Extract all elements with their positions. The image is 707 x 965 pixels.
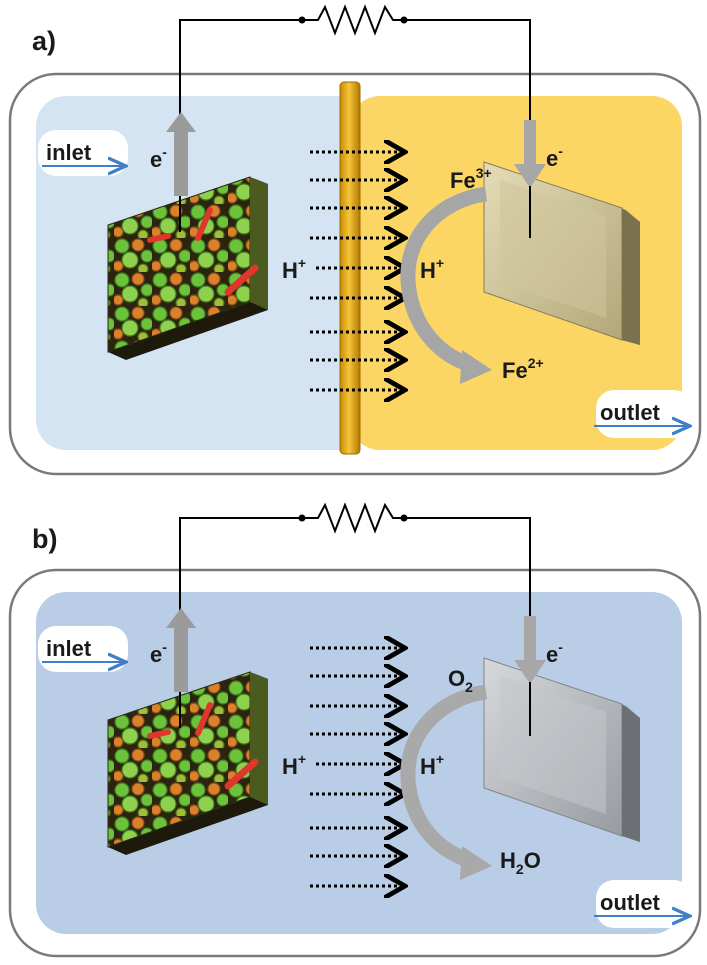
cathode-plate-icon xyxy=(483,657,640,842)
svg-text:H+: H+ xyxy=(420,255,444,283)
cathode-electron-label-b: e xyxy=(546,642,558,667)
product-charge-a: 2+ xyxy=(528,355,544,371)
reaction-arrow-a xyxy=(400,186,488,372)
electron-up-arrow-b xyxy=(166,608,196,692)
proton-right-charge-a: + xyxy=(436,255,444,271)
oxidant-subscript-b: 2 xyxy=(465,679,473,695)
svg-text:Fe3+: Fe3+ xyxy=(450,165,492,193)
inlet-b: inlet xyxy=(38,626,128,672)
svg-text:H+: H+ xyxy=(282,751,306,779)
cathode-electron-label-a: e xyxy=(546,146,558,171)
svg-text:H+: H+ xyxy=(282,255,306,283)
resistor-icon xyxy=(302,502,404,534)
panel-b: b) xyxy=(8,502,702,958)
oxidant-label-a: Fe xyxy=(450,168,476,193)
panel-a: a) xyxy=(8,4,702,476)
inlet-label-a: inlet xyxy=(46,140,92,165)
svg-text:e-: e- xyxy=(546,143,563,171)
resistor-icon xyxy=(302,4,404,36)
proton-left-label-b: H xyxy=(282,754,298,779)
outlet-a: outlet xyxy=(594,390,692,438)
svg-text:e-: e- xyxy=(150,144,167,172)
cathode-electron-charge-a: - xyxy=(558,143,563,159)
electron-down-arrow-b xyxy=(514,616,546,684)
oxidant-charge-a: 3+ xyxy=(476,165,492,181)
svg-text:e-: e- xyxy=(546,639,563,667)
proton-left-label-a: H xyxy=(282,258,298,283)
electron-up-arrow-a xyxy=(166,112,196,196)
svg-text:H+: H+ xyxy=(420,751,444,779)
biofilm-anode-icon xyxy=(107,671,268,855)
reaction-arrow-b xyxy=(400,684,488,868)
proton-left-charge-b: + xyxy=(298,751,306,767)
cathode-electron-charge-b: - xyxy=(558,639,563,655)
svg-text:Fe2+: Fe2+ xyxy=(502,355,544,383)
proton-right-charge-b: + xyxy=(436,751,444,767)
product-h-label-b: H xyxy=(500,848,516,873)
panel-label-a: a) xyxy=(32,26,56,56)
proton-right-label-a: H xyxy=(420,258,436,283)
svg-text:H2O: H2O xyxy=(500,848,541,877)
outlet-label-b: outlet xyxy=(600,890,661,915)
panel-label-b: b) xyxy=(32,524,57,554)
biofilm-anode-icon xyxy=(107,176,268,360)
inlet-label-b: inlet xyxy=(46,636,92,661)
product-o-label-b: O xyxy=(524,848,541,873)
anode-electron-label-b: e xyxy=(150,642,162,667)
cathode-plate-icon xyxy=(483,161,640,345)
svg-text:e-: e- xyxy=(150,639,167,667)
outlet-b: outlet xyxy=(594,880,692,928)
proton-left-charge-a: + xyxy=(298,255,306,271)
proton-arrows-b xyxy=(310,648,402,886)
product-label-a: Fe xyxy=(502,358,528,383)
product-subscript-b: 2 xyxy=(516,861,524,877)
proton-arrows-a xyxy=(310,152,402,390)
electron-charge-a: - xyxy=(162,144,167,160)
electron-down-arrow-a xyxy=(514,120,546,188)
inlet-a: inlet xyxy=(38,130,128,176)
outlet-label-a: outlet xyxy=(600,400,661,425)
proton-right-label-b: H xyxy=(420,754,436,779)
electron-charge-b: - xyxy=(162,639,167,655)
anode-electron-label-a: e xyxy=(150,147,162,172)
svg-text:O2: O2 xyxy=(448,666,473,695)
oxidant-label-b: O xyxy=(448,666,465,691)
